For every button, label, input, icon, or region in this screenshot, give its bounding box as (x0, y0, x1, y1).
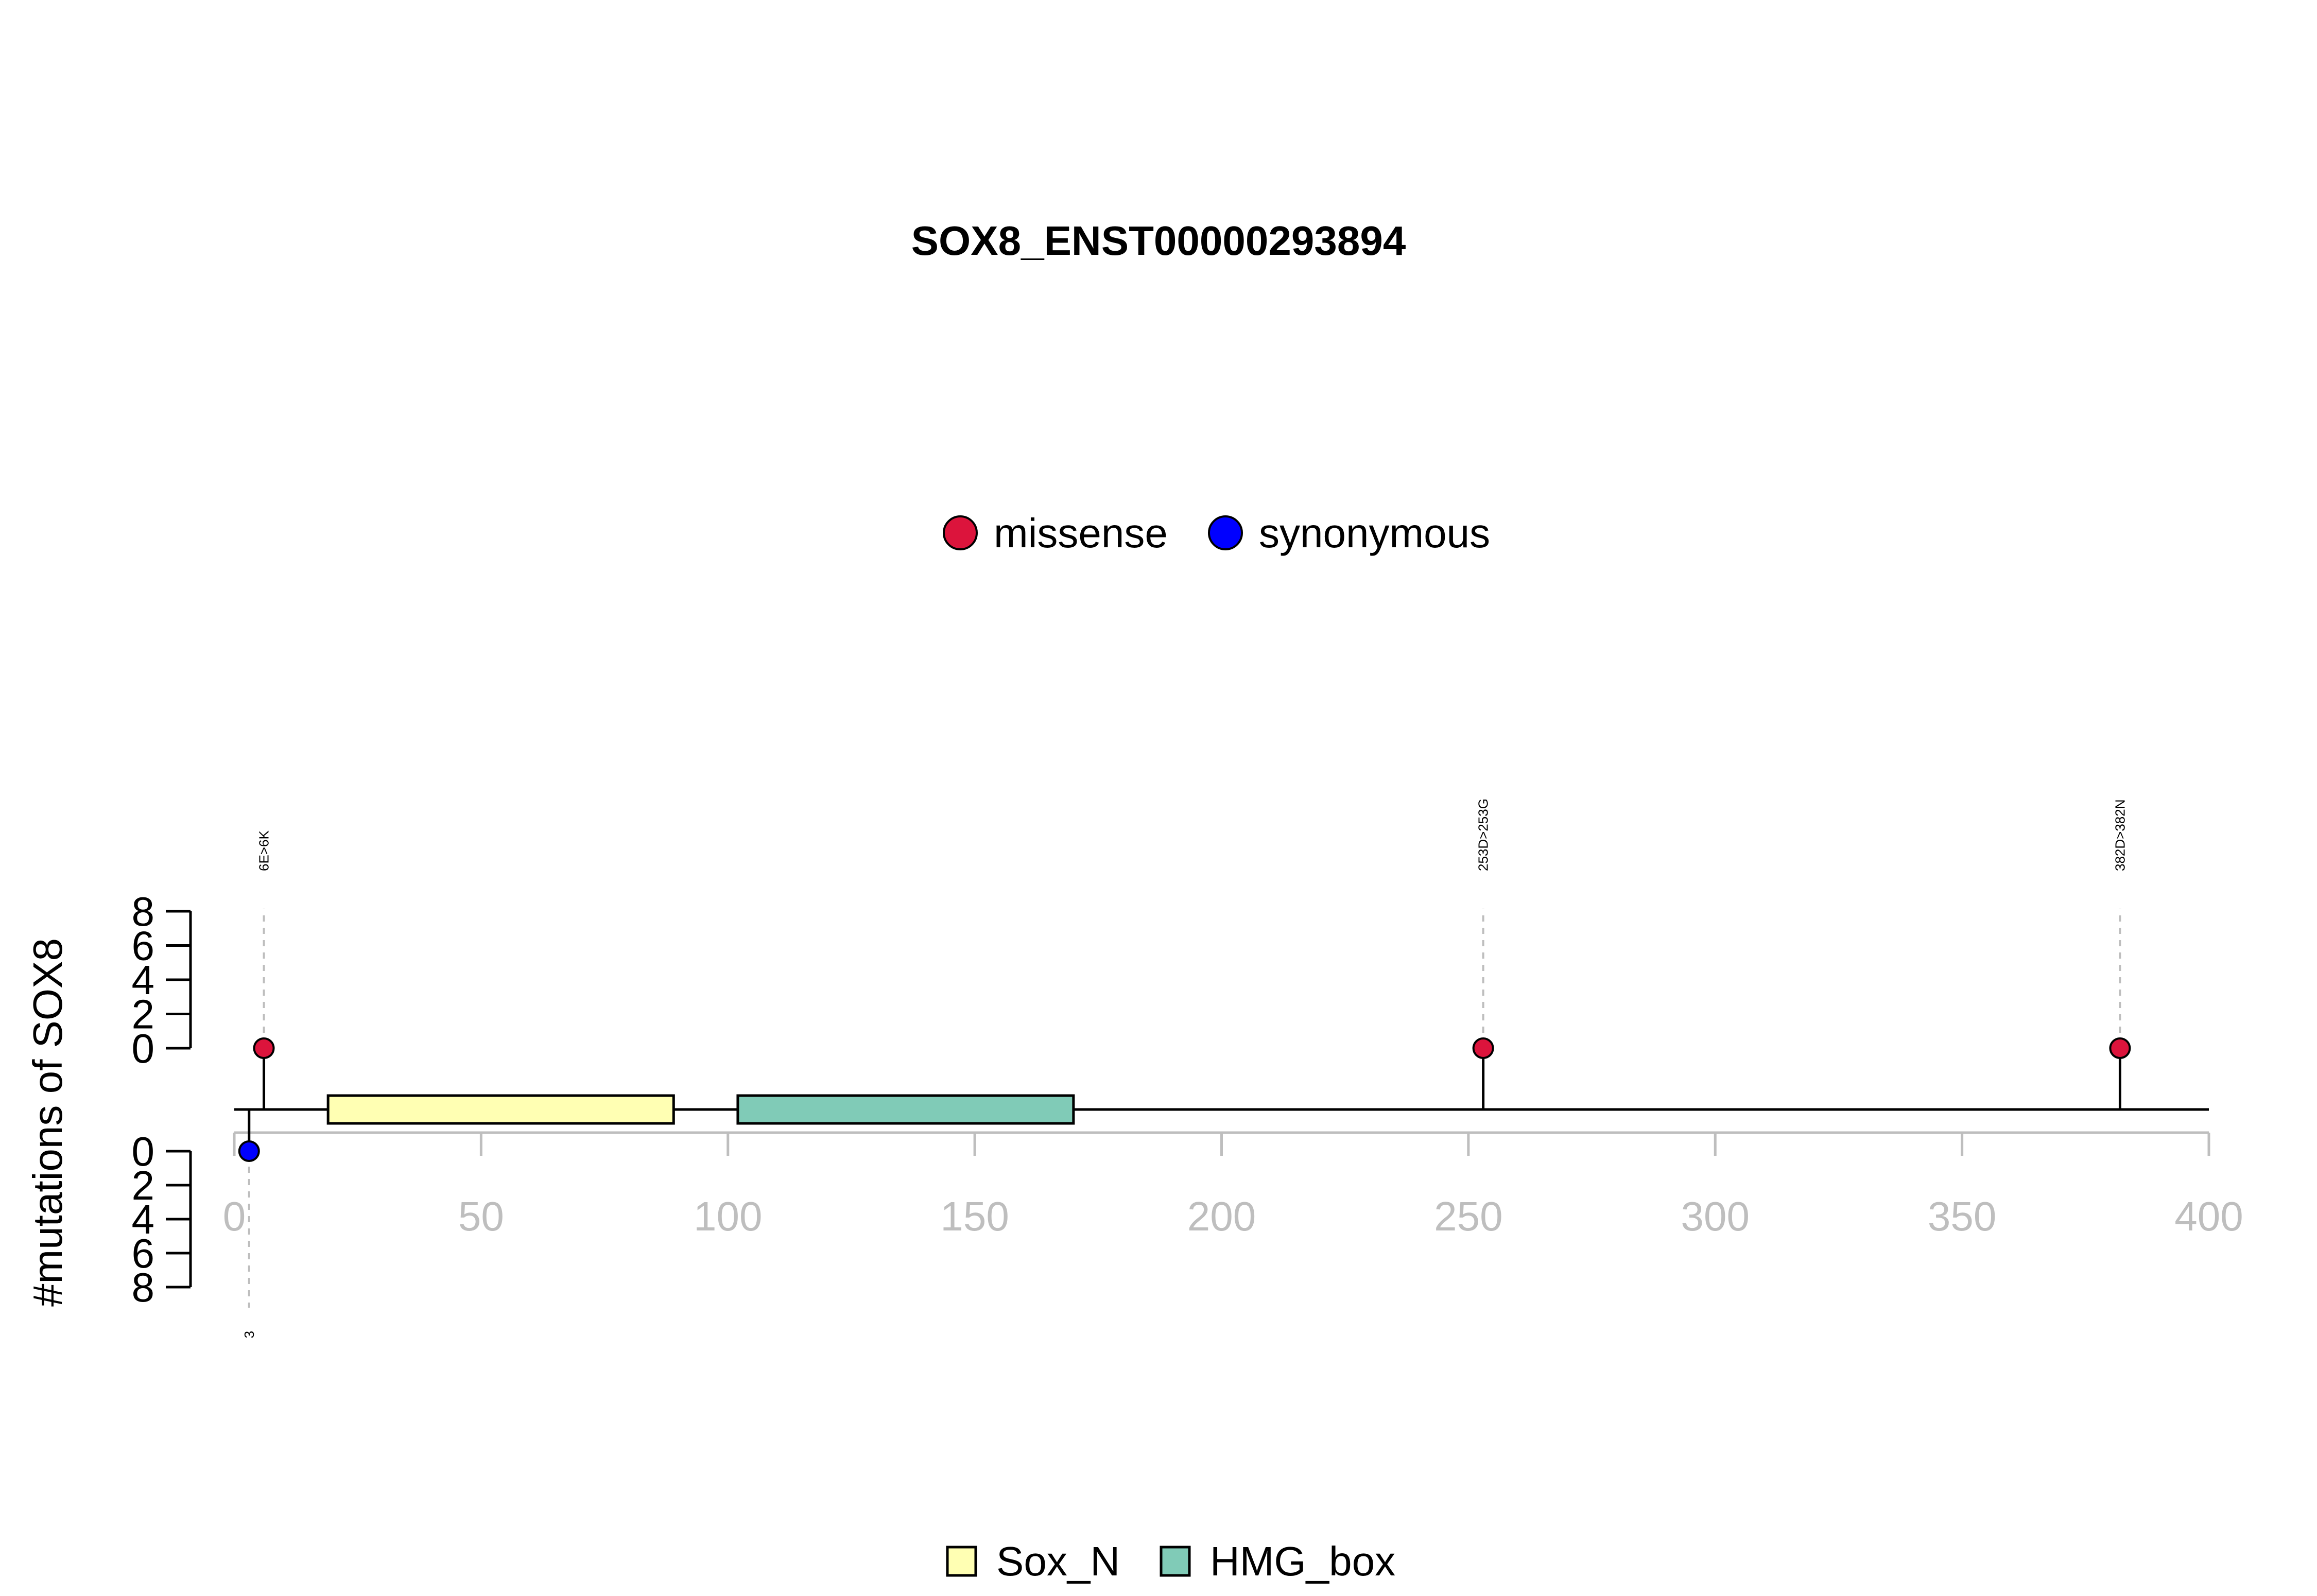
lollipop-head-missense (253, 1037, 275, 1059)
chart-title: SOX8_ENST00000293894 (911, 218, 1406, 264)
x-tick-label: 0 (223, 1193, 246, 1239)
legend-label-HMG_box: HMG_box (1210, 1538, 1395, 1584)
y-tick-label-top: 8 (132, 889, 155, 934)
y-tick-label-bottom: 6 (132, 1230, 155, 1276)
domain-legend: Sox_N HMG_box (946, 1538, 1395, 1584)
lollipop-head-missense (1472, 1037, 1494, 1059)
y-tick-label-bottom: 2 (132, 1163, 155, 1208)
x-tick-label: 200 (1187, 1193, 1256, 1239)
lollipop-head-missense (2109, 1037, 2131, 1059)
legend-swatch-Sox_N (946, 1546, 977, 1577)
x-tick-label: 150 (940, 1193, 1009, 1239)
y-tick-label-top: 0 (132, 1026, 155, 1071)
x-tick-label: 350 (1928, 1193, 1996, 1239)
y-tick-label-top: 6 (132, 923, 155, 969)
mutation-legend: missense synonymous (943, 510, 1490, 556)
legend-label-synonymous: synonymous (1259, 510, 1490, 556)
legend-label-missense: missense (994, 510, 1168, 556)
x-tick-label: 100 (694, 1193, 762, 1239)
y-axis-label: #mutations of SOX8 (25, 938, 71, 1307)
x-tick-label: 400 (2174, 1193, 2243, 1239)
x-tick-label: 300 (1681, 1193, 1750, 1239)
mutation-label: 3 (241, 1331, 257, 1338)
legend-label-Sox_N: Sox_N (996, 1538, 1120, 1584)
y-tick-label-bottom: 8 (132, 1264, 155, 1310)
mutation-lollipops: 6E>6K 253D>253G 382D>382N 3 (238, 799, 2131, 1338)
lollipop-head-synonymous (238, 1140, 260, 1162)
mutation-label: 382D>382N (2112, 800, 2128, 872)
x-tick-label: 50 (458, 1193, 504, 1239)
legend-swatch-HMG_box (1160, 1546, 1191, 1577)
mutation-label: 6E>6K (256, 830, 272, 871)
y-tick-label-top: 4 (132, 957, 155, 1003)
mutation-label: 253D>253G (1476, 799, 1491, 871)
domain-Sox_N (326, 1094, 675, 1125)
y-tick-label-bottom: 4 (132, 1196, 155, 1242)
y-tick-label-top: 2 (132, 992, 155, 1037)
x-tick-label: 250 (1434, 1193, 1502, 1239)
legend-marker-synonymous (1208, 515, 1243, 550)
legend-marker-missense (943, 515, 978, 550)
x-axis: 0 50 100 150 200 250 300 350 400 (223, 1131, 2243, 1239)
protein-backbone-layer (234, 1094, 2209, 1125)
domain-HMG_box (736, 1094, 1075, 1125)
y-tick-label-bottom: 0 (132, 1129, 155, 1174)
